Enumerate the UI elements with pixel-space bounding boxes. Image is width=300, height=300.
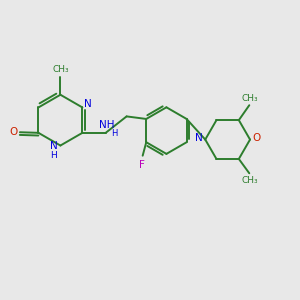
Text: CH₃: CH₃: [52, 64, 69, 74]
Text: CH₃: CH₃: [242, 94, 258, 103]
Text: N: N: [50, 141, 58, 151]
Text: O: O: [253, 133, 261, 143]
Text: F: F: [139, 160, 145, 170]
Text: N: N: [84, 100, 92, 110]
Text: H: H: [50, 151, 57, 160]
Text: CH₃: CH₃: [242, 176, 258, 185]
Text: O: O: [9, 127, 17, 136]
Text: NH: NH: [99, 120, 114, 130]
Text: N: N: [195, 133, 203, 143]
Text: H: H: [111, 129, 117, 138]
